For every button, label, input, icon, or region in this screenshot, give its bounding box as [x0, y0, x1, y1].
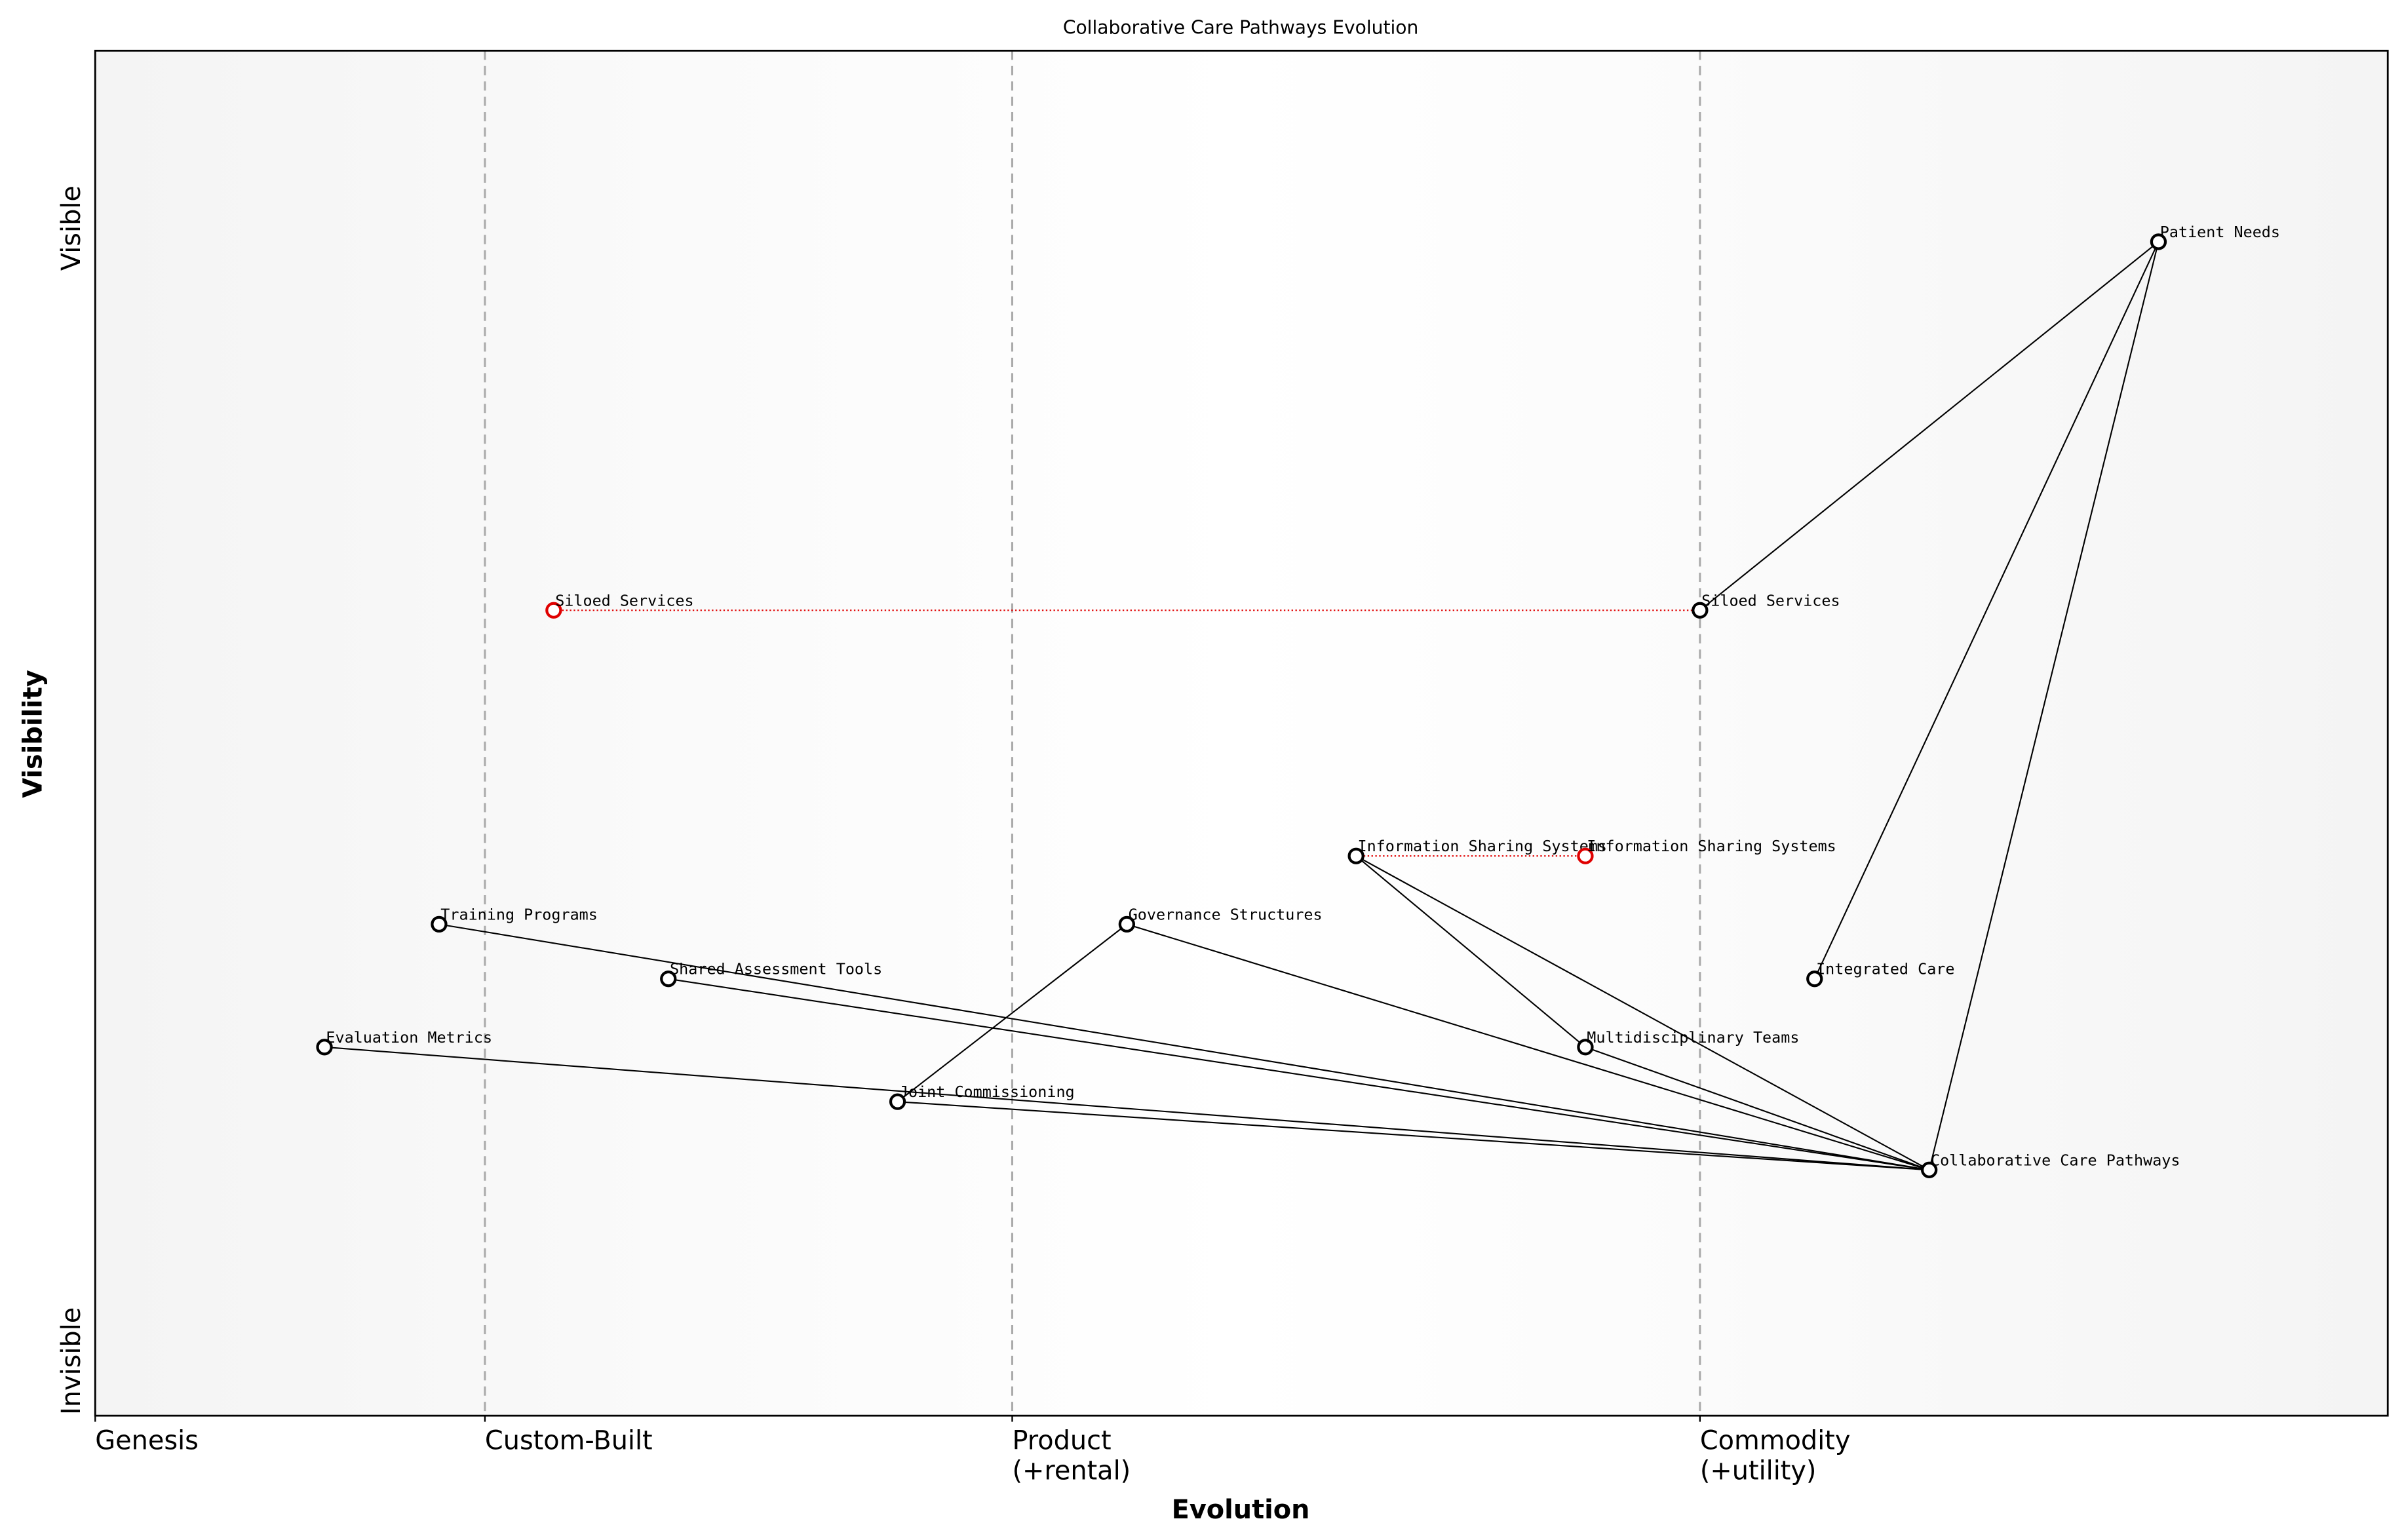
component — [2150, 233, 2167, 250]
component — [1347, 847, 1365, 864]
component-label: Collaborative Care Pathways — [1931, 1151, 2180, 1169]
component — [1577, 847, 1594, 864]
component — [316, 1039, 333, 1056]
x-tick-label: Genesis — [95, 1426, 199, 1456]
component — [889, 1093, 906, 1110]
component-label: Joint Commissioning — [899, 1083, 1075, 1101]
y-axis-label: Visibility — [18, 670, 48, 798]
component — [431, 915, 448, 933]
component-label: Governance Structures — [1129, 905, 1323, 923]
dependency-link — [1127, 923, 1929, 1171]
component-label: Siloed Services — [1701, 591, 1840, 609]
component-label: Training Programs — [440, 905, 598, 923]
dependency-link — [1585, 1046, 1930, 1171]
component-label: Information Sharing Systems — [1587, 837, 1836, 855]
dependency-link — [438, 923, 1929, 1171]
dependency-link — [897, 1101, 1929, 1171]
component-label: Siloed Services — [555, 591, 693, 609]
component — [1577, 1039, 1594, 1056]
component-label: Multidisciplinary Teams — [1587, 1028, 1799, 1047]
plot: Patient Needs Siloed Services Siloed Servi… — [94, 50, 2280, 1422]
component — [1921, 1161, 1938, 1178]
component — [660, 971, 677, 988]
component — [545, 602, 562, 619]
component-label: Information Sharing Systems — [1358, 837, 1607, 855]
component-label: Patient Needs — [2160, 223, 2280, 241]
component — [1806, 971, 1823, 988]
plot-frame — [94, 49, 2389, 1417]
component-label: Evaluation Metrics — [326, 1028, 492, 1047]
dependency-link — [668, 978, 1929, 1171]
dependency-link — [1699, 241, 2159, 611]
plot-background — [95, 50, 2388, 1416]
y-tick-label: Visible — [56, 185, 87, 271]
component — [1118, 915, 1136, 933]
dependency-link — [1813, 241, 2159, 980]
component-label: Shared Assessment Tools — [670, 960, 882, 978]
x-tick-label: Commodity (+utility) — [1700, 1426, 1851, 1486]
dependency-link — [1355, 855, 1586, 1048]
y-tick-label: Invisible — [56, 1307, 87, 1415]
dependency-link — [897, 923, 1128, 1102]
x-axis-label: Evolution — [1172, 1495, 1310, 1525]
x-tick-label: Custom-Built — [485, 1426, 653, 1456]
x-tick-label: Product (+rental) — [1012, 1426, 1131, 1486]
dependency-link — [324, 1046, 1929, 1171]
dependency-link — [1928, 241, 2159, 1170]
component — [1692, 602, 1709, 619]
component-label: Integrated Care — [1816, 960, 1954, 978]
dependency-link — [1355, 855, 1930, 1171]
chart-title: Collaborative Care Pathways Evolution — [1063, 17, 1418, 39]
